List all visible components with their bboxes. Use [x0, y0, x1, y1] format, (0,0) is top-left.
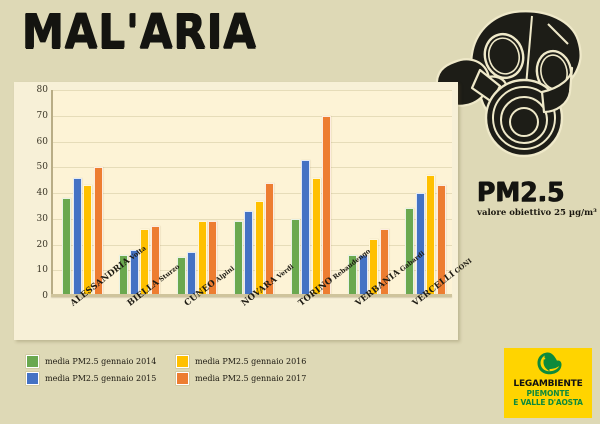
gridline: [52, 193, 452, 194]
legend-swatch: [176, 355, 189, 368]
bar: [233, 221, 243, 296]
legend-item[interactable]: media PM2.5 gennaio 2015: [26, 372, 176, 385]
bar-group: [338, 90, 395, 296]
gridline: [52, 115, 452, 117]
gridline: [52, 167, 452, 169]
legend-swatch: [26, 355, 39, 368]
y-tick-label: 40: [36, 188, 48, 198]
logo-line-1: LEGAMBIENTE: [513, 379, 583, 389]
legend-swatch: [176, 372, 189, 385]
y-tick-label: 80: [36, 85, 48, 95]
y-axis-ticks: 0 10 20 30 40 50 60 70 80: [14, 85, 48, 301]
x-axis-line: [51, 294, 452, 297]
legend-row: media PM2.5 gennaio 2014 media PM2.5 genn…: [26, 353, 326, 370]
bar: [72, 177, 82, 296]
y-axis-line: [51, 90, 53, 296]
pollutant-target-note: valore obiettivo 25 µg/m³: [477, 208, 597, 218]
y-tick-label: 0: [42, 291, 48, 301]
chart-panel: 0 10 20 30 40 50 60 70 80 ALESSANDRIAVolta BIELLA…: [14, 82, 474, 340]
gridline: [52, 141, 452, 143]
page-title: MAL'ARIA: [22, 4, 257, 59]
gridline: [52, 90, 452, 91]
chart-legend: media PM2.5 gennaio 2014 media PM2.5 genn…: [26, 353, 326, 387]
bar-group: [52, 90, 109, 296]
legambiente-logo: LEGAMBIENTE PIEMONTE E VALLE D'AOSTA: [504, 348, 592, 418]
legend-label: media PM2.5 gennaio 2014: [45, 357, 157, 366]
bar-group: [109, 90, 166, 296]
bar-groups: [52, 90, 452, 296]
legend-label: media PM2.5 gennaio 2017: [195, 374, 307, 383]
swan-icon: [537, 352, 562, 375]
x-axis-categories: ALESSANDRIAVolta BIELLASturzo CUNEOAlpini N…: [52, 244, 474, 340]
plot-area: [52, 90, 452, 296]
y-tick-label: 20: [36, 239, 48, 250]
y-tick-label: 70: [36, 110, 48, 121]
y-tick-label: 60: [36, 136, 48, 147]
y-tick-label: 30: [36, 213, 48, 224]
legend-item[interactable]: media PM2.5 gennaio 2014: [26, 355, 176, 368]
bar: [62, 198, 72, 296]
category-station: CONI: [453, 256, 474, 276]
logo-line-2: PIEMONTE: [526, 389, 570, 398]
y-tick-label: 10: [36, 265, 48, 276]
legend-label: media PM2.5 gennaio 2016: [195, 357, 307, 366]
legend-swatch: [26, 372, 39, 385]
legend-item[interactable]: media PM2.5 gennaio 2016: [176, 355, 326, 368]
bar: [301, 159, 311, 296]
y-tick-label: 50: [36, 162, 48, 173]
bar-group: [281, 90, 338, 296]
legend-row: media PM2.5 gennaio 2015 media PM2.5 genn…: [26, 370, 326, 387]
gas-mask-icon: [435, 10, 582, 158]
pollutant-name: PM2.5: [477, 176, 565, 208]
logo-line-3: E VALLE D'AOSTA: [513, 398, 583, 407]
bar-group: [223, 90, 280, 296]
legend-label: media PM2.5 gennaio 2015: [45, 374, 157, 383]
bar-group: [166, 90, 223, 296]
legend-item[interactable]: media PM2.5 gennaio 2017: [176, 372, 326, 385]
bar: [290, 218, 300, 296]
